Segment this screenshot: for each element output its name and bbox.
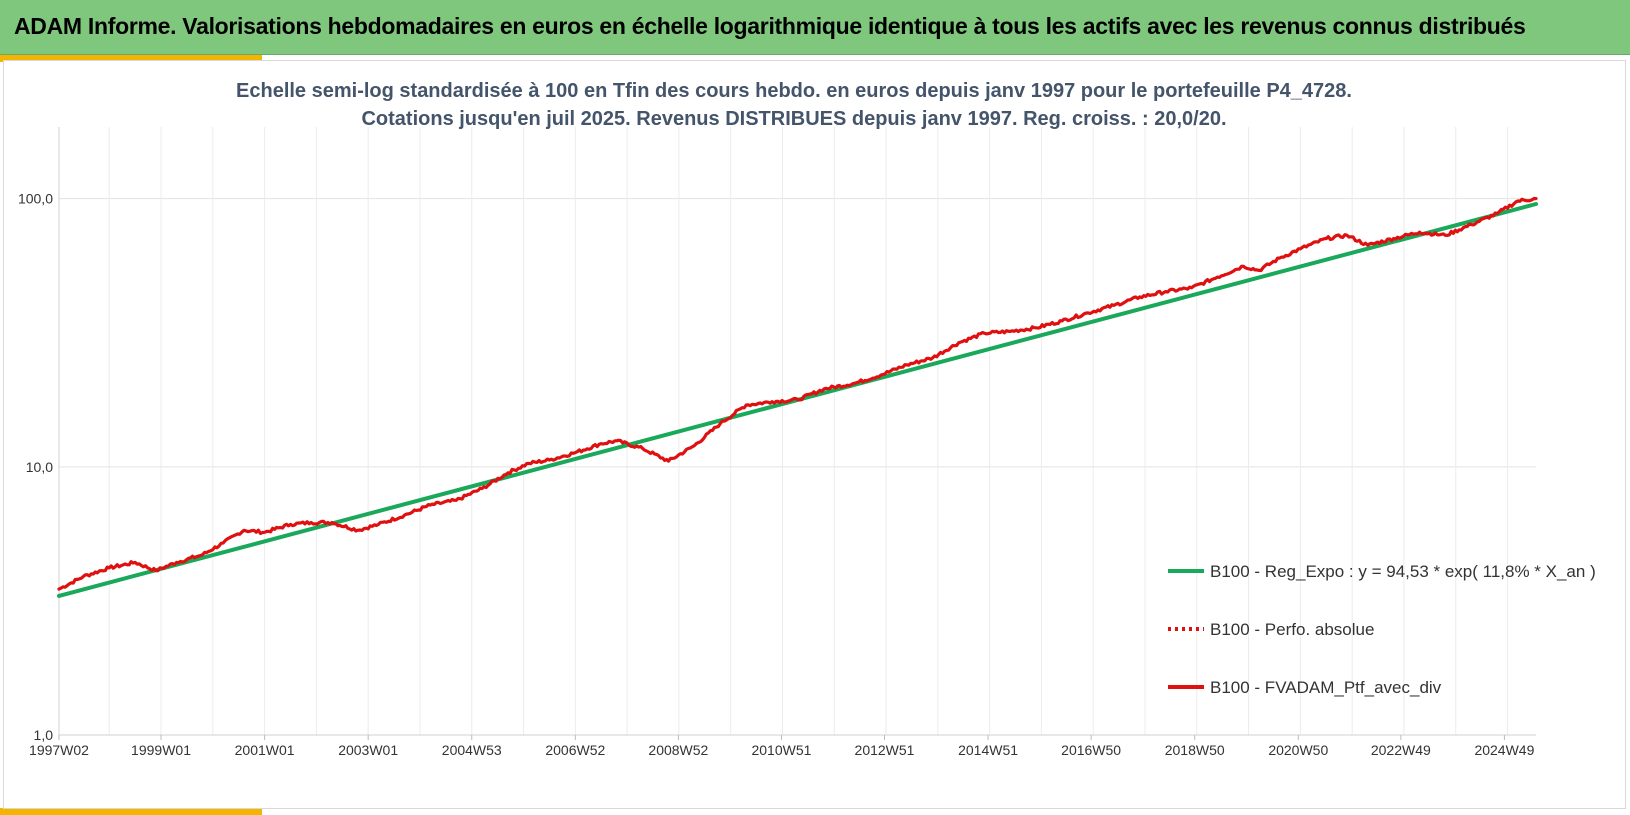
accent-bar-top — [0, 55, 262, 62]
x-tick-label: 2001W01 — [235, 742, 295, 758]
y-axis-ticks: 1,0 10,0 100,0 — [18, 191, 53, 743]
x-tick-label: 2004W53 — [442, 742, 502, 758]
legend: B100 - Reg_Expo : y = 94,53 * exp( 11,8%… — [1168, 562, 1596, 697]
x-tick-label: 1999W01 — [131, 742, 191, 758]
series-lines — [57, 196, 1538, 598]
chart-area: Echelle semi-log standardisée à 100 en T… — [3, 60, 1626, 809]
x-tick-label: 2022W49 — [1371, 742, 1431, 758]
x-tick-label: 2016W50 — [1061, 742, 1121, 758]
x-tick-label: 2018W50 — [1165, 742, 1225, 758]
x-tick-label: 1997W02 — [29, 742, 89, 758]
grid-lines — [58, 127, 1536, 736]
legend-label-perfo-absolue: B100 - Perfo. absolue — [1210, 620, 1374, 639]
x-tick-label: 2024W49 — [1474, 742, 1534, 758]
y-tick-label: 10,0 — [26, 459, 53, 475]
legend-label-regression: B100 - Reg_Expo : y = 94,53 * exp( 11,8%… — [1210, 562, 1596, 581]
report-header: ADAM Informe. Valorisations hebdomadaire… — [0, 0, 1630, 55]
x-tick-label: 2020W50 — [1268, 742, 1328, 758]
semilog-chart: Echelle semi-log standardisée à 100 en T… — [18, 80, 1596, 758]
x-axis-ticks: 1997W02 1999W01 2001W01 2003W01 2004W53 2006W… — [29, 735, 1535, 758]
accent-bar-bottom — [0, 808, 262, 815]
chart-subtitle-line-2: Cotations jusqu'en juil 2025. Revenus DI… — [361, 108, 1226, 130]
y-tick-label: 100,0 — [18, 191, 53, 207]
legend-label-portfolio: B100 - FVADAM_Ptf_avec_div — [1210, 678, 1442, 697]
x-tick-label: 2010W51 — [751, 742, 811, 758]
x-tick-label: 2014W51 — [958, 742, 1018, 758]
x-tick-label: 2008W52 — [648, 742, 708, 758]
x-tick-label: 2012W51 — [855, 742, 915, 758]
y-tick-label: 1,0 — [34, 727, 54, 743]
x-tick-label: 2003W01 — [338, 742, 398, 758]
chart-subtitle-line-1: Echelle semi-log standardisée à 100 en T… — [236, 80, 1352, 102]
x-tick-label: 2006W52 — [545, 742, 605, 758]
report-title: ADAM Informe. Valorisations hebdomadaire… — [14, 13, 1526, 39]
portfolio-line — [57, 196, 1538, 591]
